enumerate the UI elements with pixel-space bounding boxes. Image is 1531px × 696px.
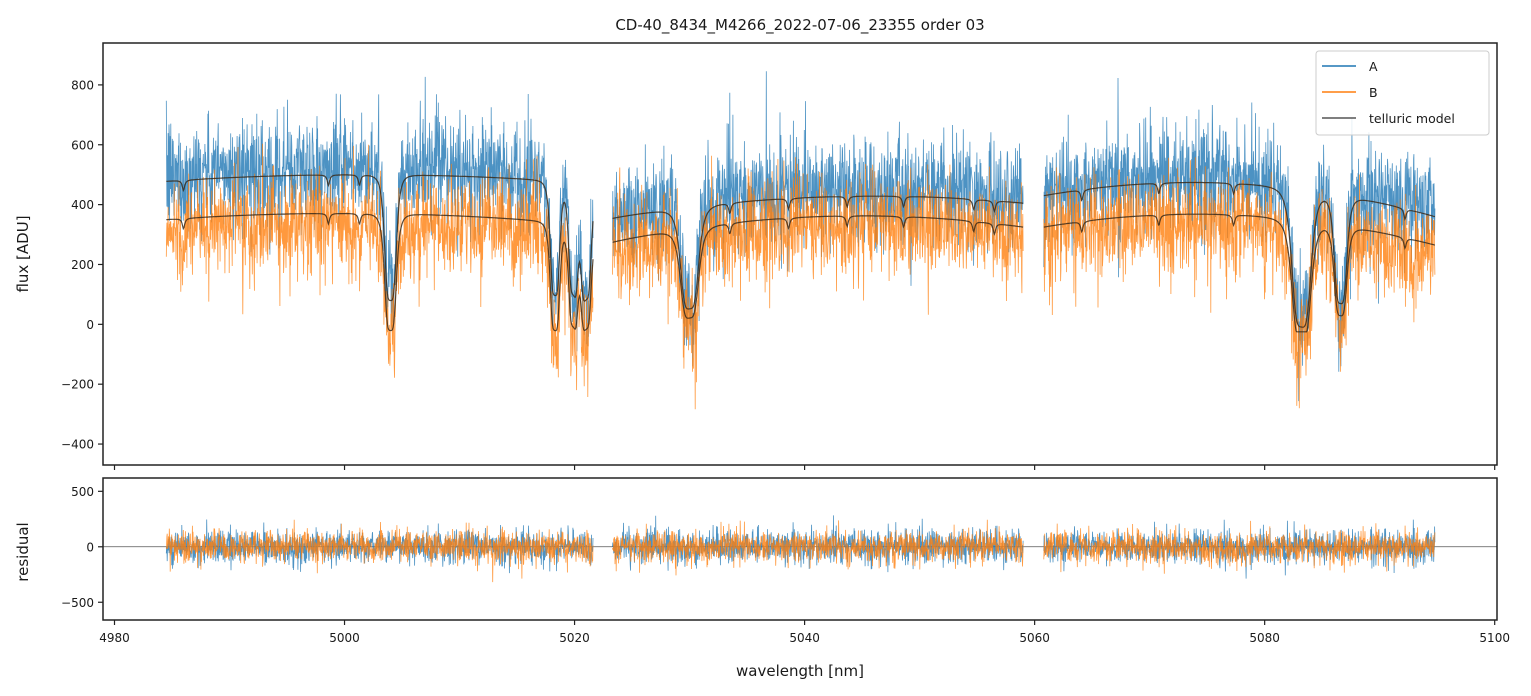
residual-axes-frame <box>102 477 1498 621</box>
y-tick-label: 800 <box>71 78 94 92</box>
y-tick-label: 400 <box>71 198 94 212</box>
legend-box <box>1315 50 1490 136</box>
y-tick-label: −200 <box>61 378 94 392</box>
telluric-model-a-segment-1 <box>166 174 594 302</box>
series-a-segment-2 <box>612 71 1024 367</box>
residual-plot-area <box>103 515 1497 583</box>
residual-b-segment-2 <box>612 519 1024 576</box>
x-tick-label: 5020 <box>559 631 590 645</box>
x-tick-label: 4980 <box>99 631 130 645</box>
residual-x-axis: 4980 5000 5020 5040 5060 5080 5100 <box>99 620 1510 645</box>
spectrum-y-axis-label: flux [ADU] <box>14 215 32 292</box>
y-tick-label: 0 <box>86 318 94 332</box>
y-tick-label: 500 <box>71 485 94 499</box>
spectrum-x-axis <box>113 465 1496 470</box>
residual-b-segment-3 <box>1043 520 1436 574</box>
spectrum-axes-frame <box>102 42 1498 466</box>
y-tick-label: −400 <box>61 438 94 452</box>
telluric-model-a-segment-2 <box>612 195 1024 310</box>
residual-y-axis-label: residual <box>14 522 32 581</box>
spectrum-plot-area <box>165 71 1436 410</box>
telluric-model-a-segment-3 <box>1043 181 1436 328</box>
spectrum-y-axis: −400 −200 0 200 400 600 800 <box>61 78 103 452</box>
telluric-model-b-segment-1 <box>166 213 594 332</box>
x-tick-label: 5100 <box>1479 631 1510 645</box>
series-a-segment-3 <box>1043 77 1436 402</box>
x-tick-label: 5060 <box>1019 631 1050 645</box>
telluric-model-b-segment-3 <box>1043 213 1436 333</box>
chart-title: CD-40_8434_M4266_2022-07-06_23355 order … <box>615 16 984 35</box>
x-tick-label: 5080 <box>1249 631 1280 645</box>
y-tick-label: 600 <box>71 138 94 152</box>
residual-panel: −500 0 500 4980 5000 5020 5040 5060 5080 5100 re… <box>14 477 1510 680</box>
x-tick-label: 5040 <box>789 631 820 645</box>
x-axis-label: wavelength [nm] <box>736 662 864 680</box>
residual-y-axis: −500 0 500 <box>61 485 103 610</box>
y-tick-label: 0 <box>86 540 94 554</box>
y-tick-label: −500 <box>61 596 94 610</box>
series-b-segment-3 <box>1043 157 1436 409</box>
legend-label-telluric: telluric model <box>1369 111 1455 126</box>
legend-label-b: B <box>1369 85 1378 100</box>
series-b-segment-2 <box>612 155 1024 410</box>
spectrum-panel: −400 −200 0 200 400 600 800 flux [ADU] A B tel… <box>14 42 1498 470</box>
y-tick-label: 200 <box>71 258 94 272</box>
x-tick-label: 5000 <box>329 631 360 645</box>
legend-label-a: A <box>1369 59 1378 74</box>
series-b-segment-1 <box>165 143 594 398</box>
telluric-model-b-segment-2 <box>612 215 1024 319</box>
legend: A B telluric model <box>1315 50 1490 136</box>
residual-b-segment-1 <box>165 519 594 583</box>
series-a-segment-1 <box>165 76 594 352</box>
